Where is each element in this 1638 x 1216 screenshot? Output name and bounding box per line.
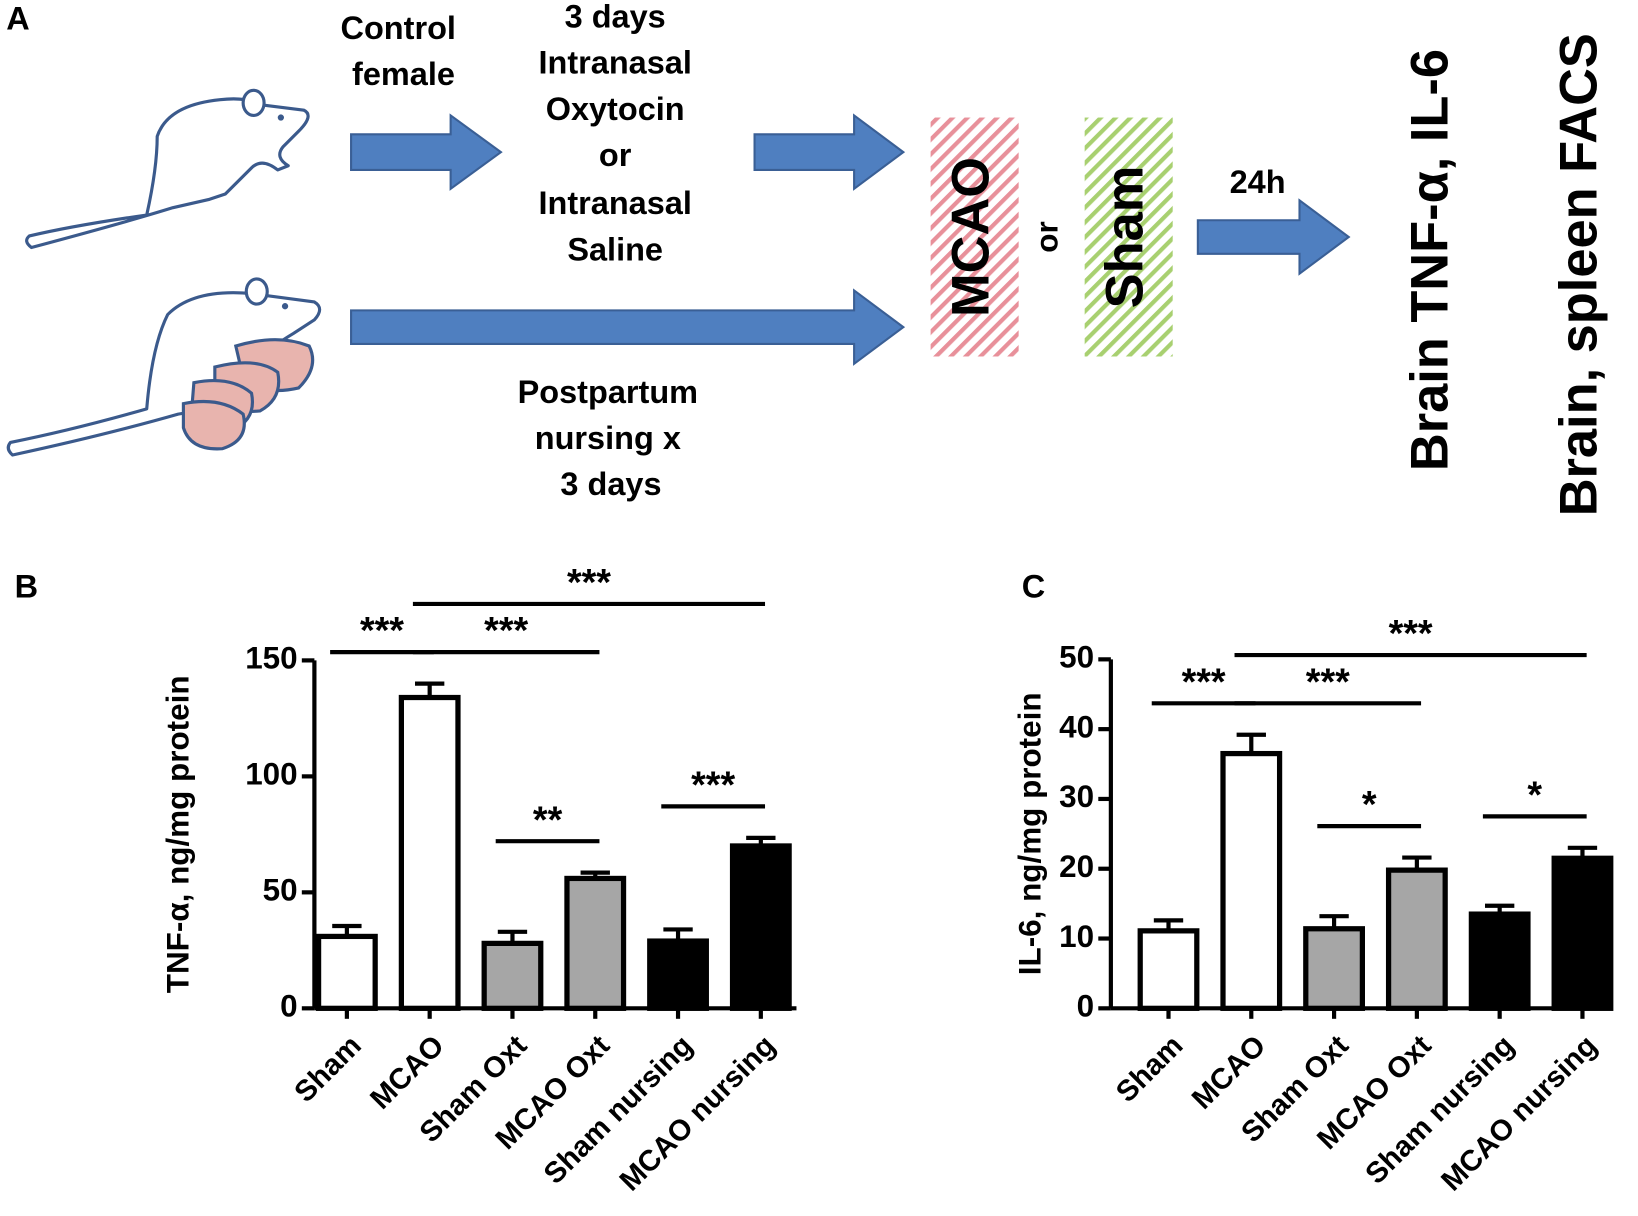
label: Sham	[1097, 166, 1155, 309]
significance-label: ***	[567, 561, 611, 603]
arrow	[350, 113, 503, 191]
y-tick-label: 30	[1059, 779, 1094, 814]
significance-label: ***	[484, 609, 528, 651]
y-tick-label: 0	[280, 989, 297, 1024]
significance-label: ***	[1182, 660, 1226, 702]
bar	[398, 694, 461, 1011]
significance-label: ***	[360, 609, 404, 651]
bar	[729, 843, 792, 1011]
label: Intranasal	[538, 185, 691, 221]
y-tick-label: 20	[1059, 849, 1094, 884]
bar	[647, 938, 709, 1011]
label: Brain TNF-α, IL-6	[1401, 49, 1459, 471]
label: 24h	[1230, 164, 1286, 200]
label: 3 days	[560, 466, 661, 502]
x-tick-label: Sham nursing	[1359, 1029, 1521, 1191]
panel-label: C	[1022, 569, 1045, 605]
y-axis-label: IL-6, ng/mg protein	[1013, 692, 1048, 975]
bar	[1468, 911, 1531, 1011]
bar	[1220, 750, 1283, 1011]
y-tick-label: 150	[245, 641, 297, 676]
significance-label: ***	[1389, 612, 1433, 654]
y-tick-label: 0	[1077, 989, 1094, 1024]
significance-label: *	[1362, 783, 1377, 825]
bar	[315, 933, 378, 1011]
label: Postpartum	[518, 374, 698, 410]
significance-label: ***	[1306, 660, 1350, 702]
bar	[1303, 926, 1365, 1011]
mcao-box	[930, 117, 1019, 357]
y-tick-label: 10	[1059, 919, 1094, 954]
y-tick-label: 50	[263, 873, 298, 908]
panel-label: B	[15, 569, 38, 605]
mouse-icon	[6, 277, 322, 457]
label: female	[352, 56, 455, 92]
significance-label: **	[533, 798, 563, 840]
label: nursing x	[535, 420, 681, 456]
label: Brain, spleen FACS	[1550, 33, 1608, 516]
arrow	[350, 288, 906, 366]
label: or	[1029, 221, 1064, 252]
label: Intranasal	[538, 45, 691, 81]
x-tick-label: MCAO nursing	[1435, 1029, 1604, 1198]
bar	[1551, 855, 1614, 1011]
x-tick-label: MCAO nursing	[613, 1029, 782, 1198]
x-tick-label: Sham nursing	[537, 1029, 699, 1191]
panel-label: A	[6, 1, 29, 37]
label: MCAO	[942, 157, 1000, 317]
mouse-icon	[25, 88, 310, 250]
significance-label: ***	[691, 764, 735, 806]
label: Saline	[567, 231, 663, 267]
label: 3 days	[565, 0, 666, 35]
bar	[1137, 928, 1200, 1011]
arrow	[753, 113, 906, 191]
y-axis-label: TNF-α, ng/mg protein	[161, 675, 196, 993]
label: Control	[341, 10, 456, 46]
significance-label: *	[1527, 773, 1542, 815]
chart: CIL-6, ng/mg protein01020304050ShamMCAOS…	[1013, 569, 1614, 1198]
bar	[1385, 867, 1448, 1011]
y-tick-label: 40	[1059, 709, 1094, 744]
sham-box	[1084, 117, 1173, 357]
label: Oxytocin	[546, 91, 685, 127]
y-tick-label: 50	[1059, 640, 1094, 675]
label: or	[599, 137, 632, 173]
bar	[481, 940, 544, 1011]
x-tick-label: Sham	[1110, 1029, 1190, 1109]
arrow	[1196, 198, 1351, 276]
bar	[564, 875, 627, 1011]
panel-a: A Control female 3 days Intranasal Oxyto…	[6, 0, 1608, 516]
y-tick-label: 100	[245, 757, 297, 792]
x-tick-label: Sham	[288, 1029, 368, 1109]
